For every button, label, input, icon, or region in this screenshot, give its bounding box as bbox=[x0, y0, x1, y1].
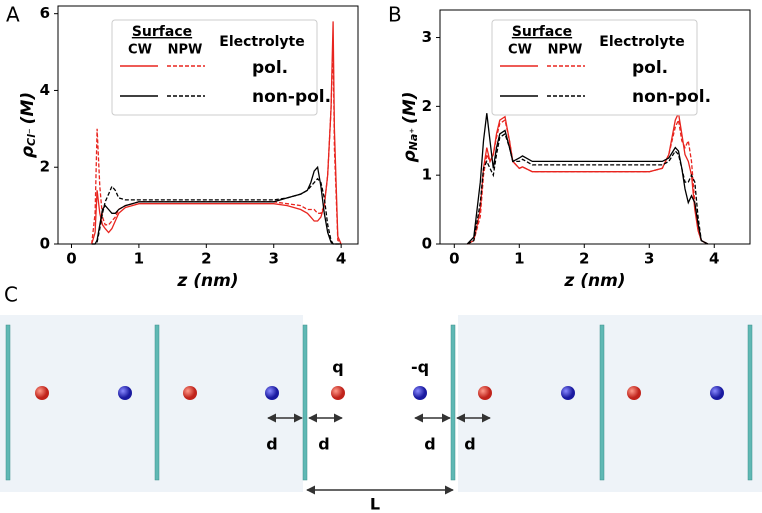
legend-row: pol. bbox=[252, 58, 288, 78]
legend-column: CW bbox=[508, 43, 532, 58]
cation bbox=[627, 386, 641, 400]
x-axis-label: z (nm) bbox=[563, 271, 625, 291]
legend-column: CW bbox=[128, 43, 152, 58]
x-tick-label: 1 bbox=[514, 250, 524, 268]
y-tick-label: 4 bbox=[40, 81, 50, 99]
plot-frame bbox=[439, 9, 751, 245]
diagram-label: q bbox=[332, 358, 343, 377]
panel-label: A bbox=[6, 3, 20, 27]
y-label-subscript: Cl⁻ bbox=[25, 128, 38, 146]
panel-label: C bbox=[4, 283, 18, 307]
legend-title: Surface bbox=[132, 24, 192, 40]
cation bbox=[478, 386, 492, 400]
legend-box bbox=[491, 19, 698, 116]
wall bbox=[5, 324, 11, 481]
anion bbox=[561, 386, 575, 400]
x-tick-label: 4 bbox=[709, 250, 719, 268]
y-tick-label: 2 bbox=[422, 97, 432, 115]
y-tick-label: 1 bbox=[422, 166, 432, 184]
wall bbox=[154, 324, 160, 481]
y-tick-label: 3 bbox=[422, 28, 432, 46]
x-tick-label: 4 bbox=[336, 250, 346, 268]
y-tick-label: 2 bbox=[40, 158, 50, 176]
panel-label: B bbox=[388, 3, 402, 27]
x-tick-label: 1 bbox=[134, 250, 144, 268]
y-label-unit: (M) bbox=[400, 91, 420, 123]
wall bbox=[302, 324, 308, 481]
y-axis-label: ρNa⁺ (M) bbox=[400, 91, 420, 162]
x-tick-label: 2 bbox=[579, 250, 589, 268]
x-tick-label: 0 bbox=[449, 250, 459, 268]
legend-column: NPW bbox=[168, 43, 203, 58]
wall bbox=[599, 324, 605, 481]
y-label-subscript: Na⁺ bbox=[407, 128, 420, 151]
diagram-label: d bbox=[318, 435, 329, 454]
series-line bbox=[466, 113, 709, 245]
anion bbox=[118, 386, 132, 400]
series-line bbox=[466, 110, 709, 245]
x-tick-label: 2 bbox=[201, 250, 211, 268]
slab bbox=[458, 315, 762, 492]
diagram-label: L bbox=[370, 495, 380, 513]
diagram-label: d bbox=[266, 435, 277, 454]
cation bbox=[331, 386, 345, 400]
legend-row: non-pol. bbox=[632, 87, 711, 107]
legend-row: non-pol. bbox=[252, 87, 331, 107]
y-tick-label: 6 bbox=[40, 4, 50, 22]
cation bbox=[35, 386, 49, 400]
legend-title: Surface bbox=[512, 24, 572, 40]
legend-box bbox=[111, 19, 318, 116]
y-label-symbol: ρ bbox=[400, 150, 420, 162]
y-tick-label: 0 bbox=[422, 235, 432, 253]
diagram: Cq -q d d d d L bbox=[0, 283, 762, 513]
x-tick-label: 3 bbox=[269, 250, 279, 268]
y-axis-label: ρCl⁻ (M) bbox=[18, 92, 38, 158]
anion bbox=[265, 386, 279, 400]
diagram-label: d bbox=[464, 435, 475, 454]
legend-heading: Electrolyte bbox=[599, 34, 684, 50]
x-tick-label: 3 bbox=[644, 250, 654, 268]
wall bbox=[747, 324, 753, 481]
x-axis-label: z (nm) bbox=[176, 271, 238, 291]
plot-frame bbox=[57, 5, 359, 245]
anion bbox=[413, 386, 427, 400]
y-label-unit: (M) bbox=[18, 92, 38, 124]
y-label-symbol: ρ bbox=[18, 146, 38, 158]
series-line bbox=[466, 132, 709, 245]
wall bbox=[450, 324, 456, 481]
slab bbox=[0, 315, 303, 492]
diagram-label: -q bbox=[411, 358, 429, 377]
y-tick-label: 0 bbox=[40, 235, 50, 253]
legend-heading: Electrolyte bbox=[219, 34, 304, 50]
diagram-label: d bbox=[424, 435, 435, 454]
cation bbox=[183, 386, 197, 400]
x-tick-label: 0 bbox=[66, 250, 76, 268]
series-line bbox=[91, 165, 342, 245]
series-line bbox=[466, 117, 709, 245]
legend-column: NPW bbox=[548, 43, 583, 58]
legend-row: pol. bbox=[632, 58, 668, 78]
series-line bbox=[91, 177, 342, 245]
anion bbox=[710, 386, 724, 400]
